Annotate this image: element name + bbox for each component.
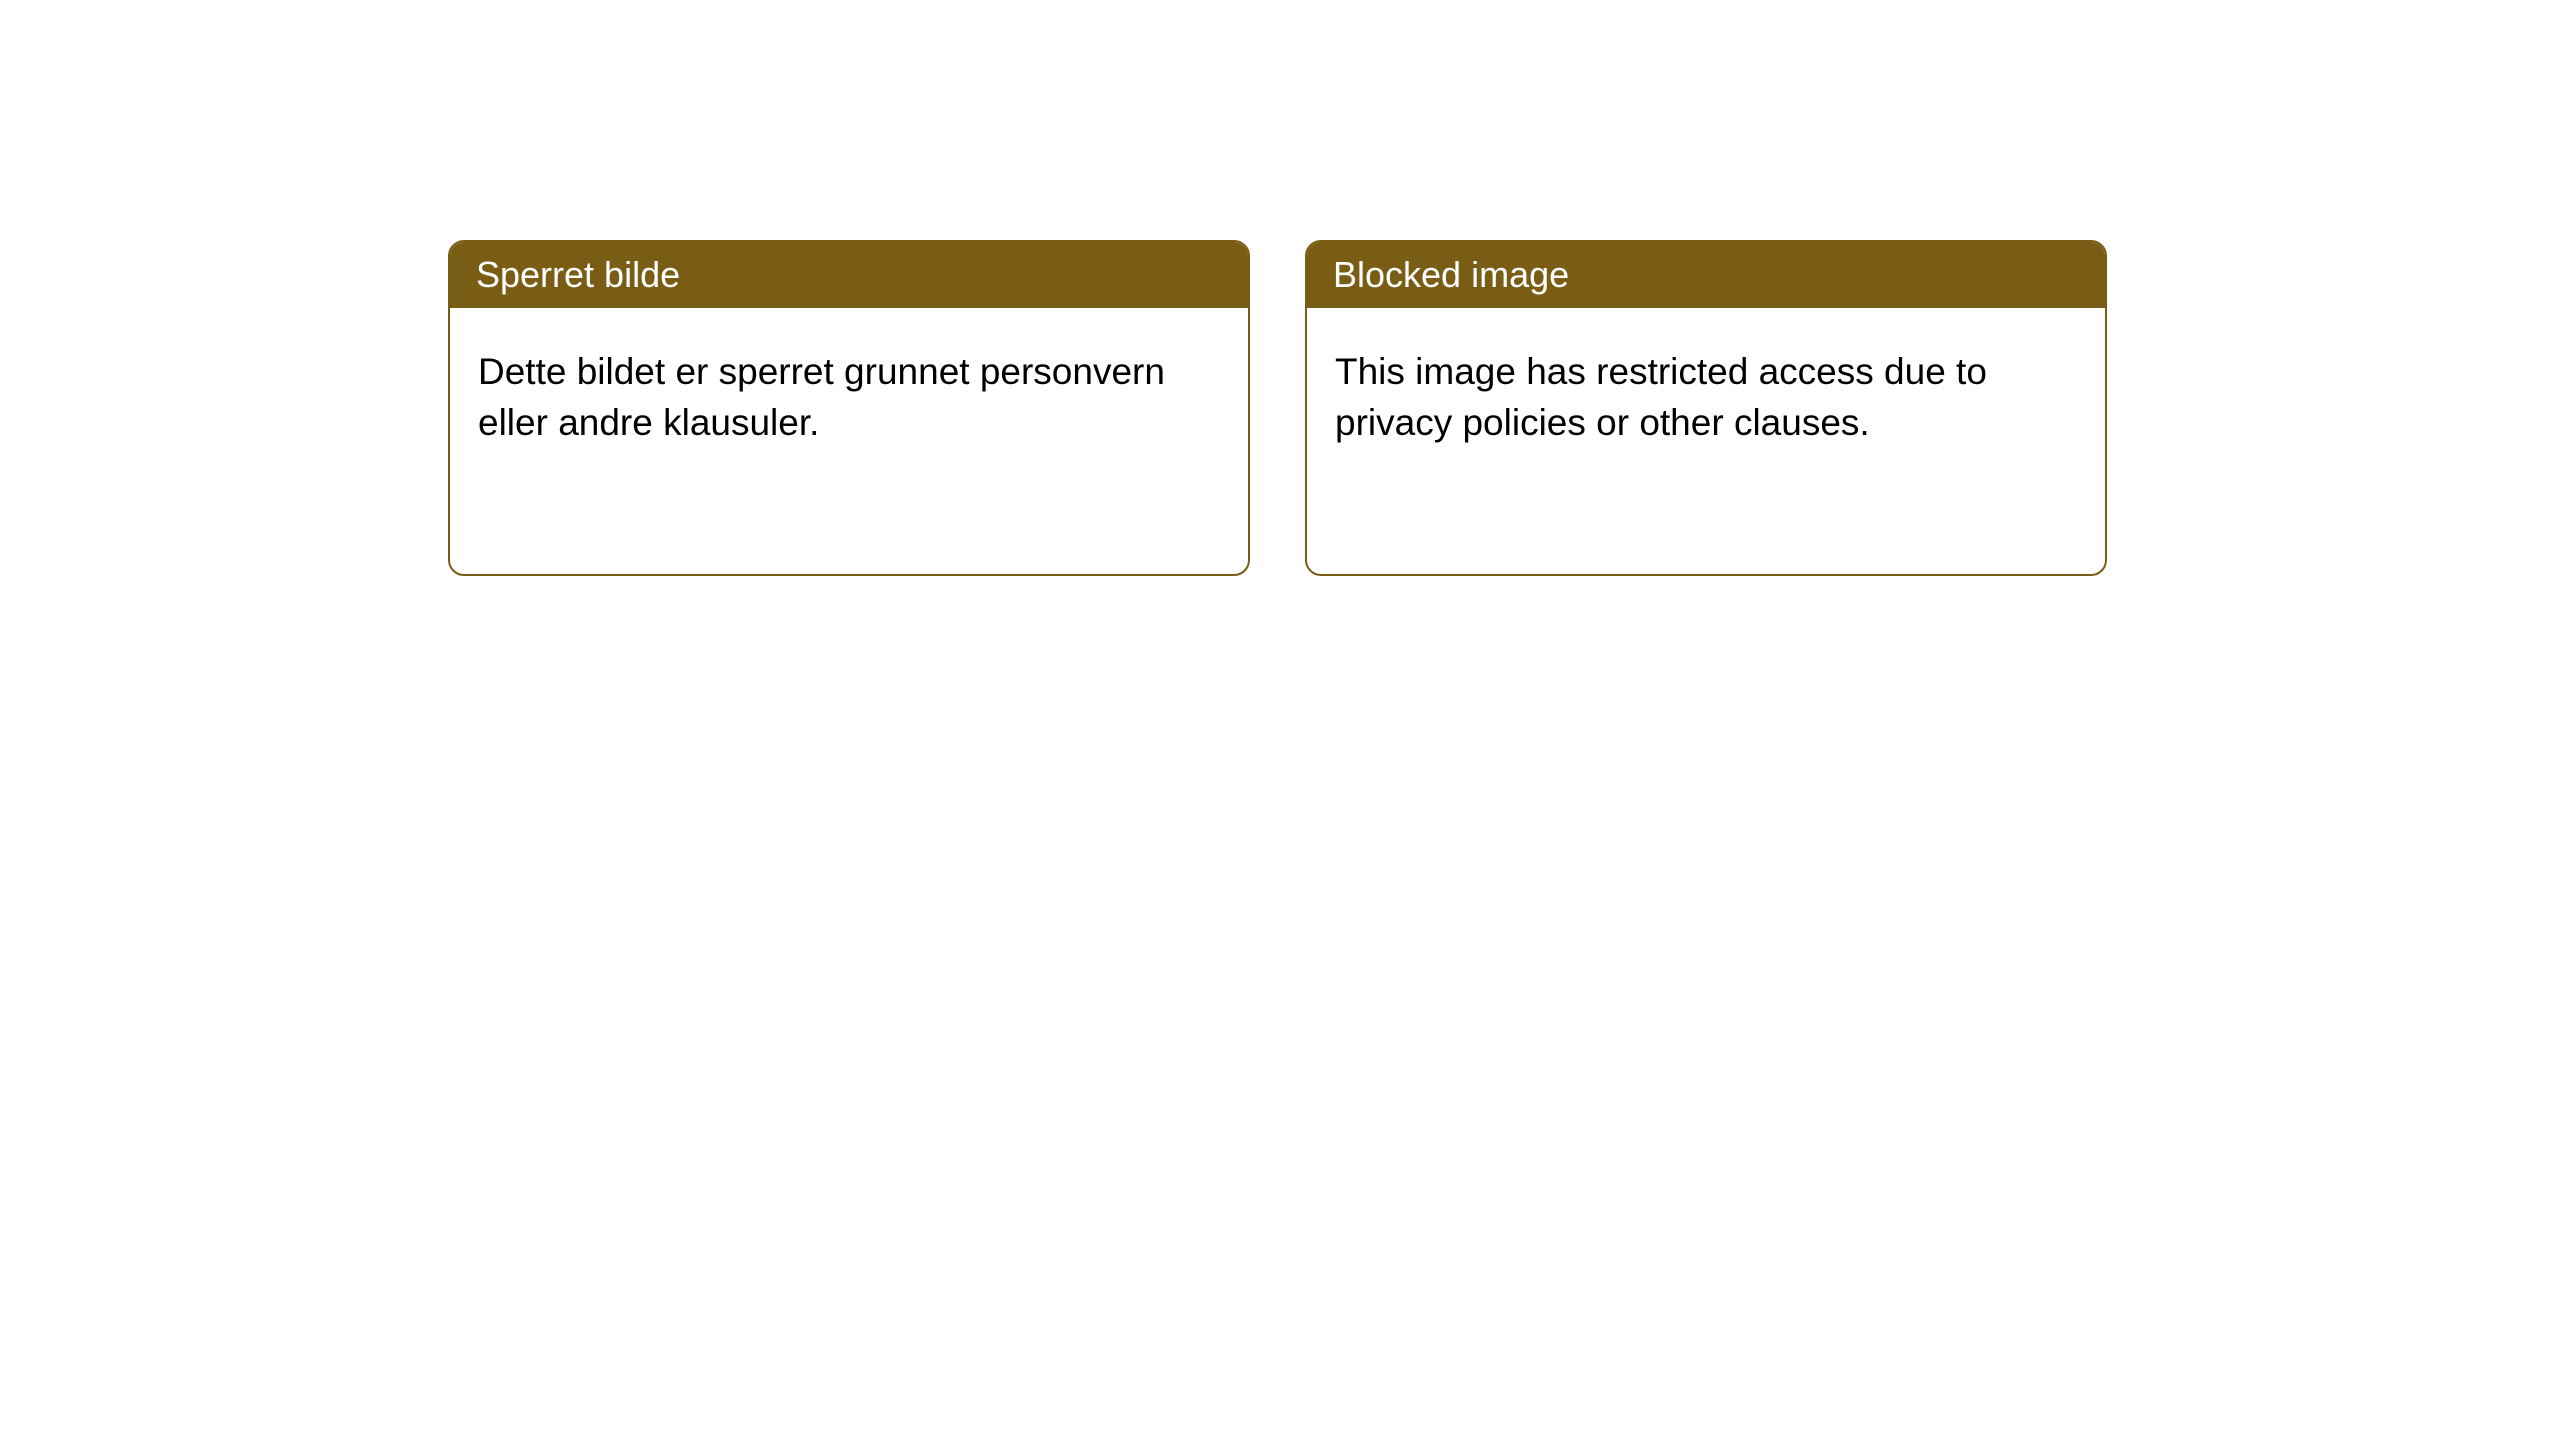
notice-box-norwegian: Sperret bilde Dette bildet er sperret gr… <box>448 240 1250 576</box>
notice-container: Sperret bilde Dette bildet er sperret gr… <box>0 0 2560 576</box>
notice-body: This image has restricted access due to … <box>1307 308 2105 486</box>
notice-box-english: Blocked image This image has restricted … <box>1305 240 2107 576</box>
notice-header: Blocked image <box>1307 242 2105 308</box>
notice-body: Dette bildet er sperret grunnet personve… <box>450 308 1248 486</box>
notice-header: Sperret bilde <box>450 242 1248 308</box>
